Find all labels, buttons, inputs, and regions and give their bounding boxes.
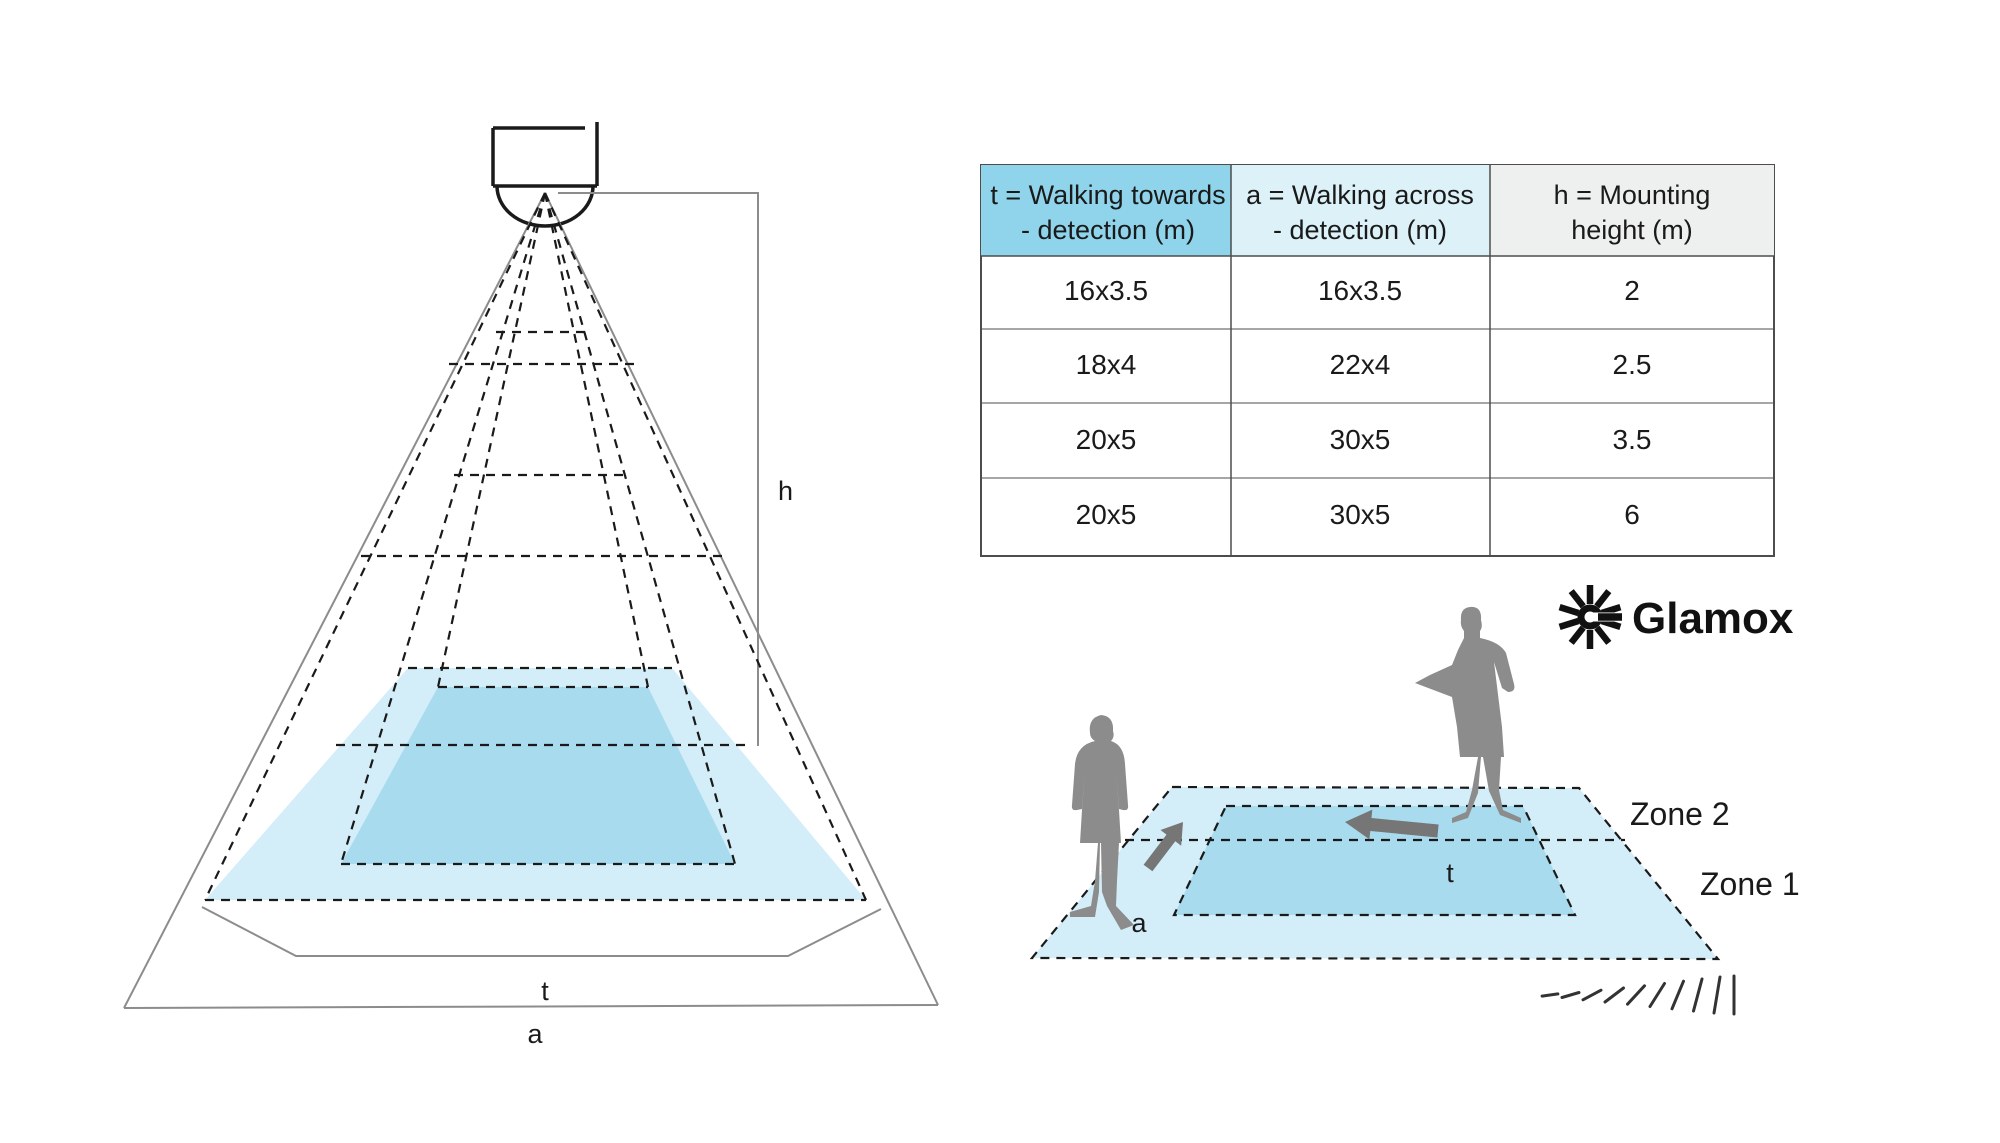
- svg-text:6: 6: [1624, 499, 1640, 530]
- svg-text:2.5: 2.5: [1613, 349, 1652, 380]
- svg-text:height (m): height (m): [1571, 215, 1693, 245]
- svg-text:18x4: 18x4: [1076, 349, 1137, 380]
- svg-text:22x4: 22x4: [1330, 349, 1391, 380]
- svg-text:30x5: 30x5: [1330, 499, 1391, 530]
- svg-text:- detection (m): - detection (m): [1273, 215, 1447, 245]
- svg-text:a: a: [1131, 908, 1147, 938]
- svg-text:a: a: [527, 1019, 543, 1049]
- svg-text:t: t: [541, 976, 549, 1006]
- svg-text:- detection (m): - detection (m): [1021, 215, 1195, 245]
- svg-text:3.5: 3.5: [1613, 424, 1652, 455]
- svg-text:Glamox: Glamox: [1632, 594, 1794, 643]
- svg-text:20x5: 20x5: [1076, 424, 1137, 455]
- svg-text:t: t: [1446, 858, 1454, 888]
- svg-text:h: h: [778, 476, 793, 506]
- svg-text:20x5: 20x5: [1076, 499, 1137, 530]
- svg-text:a = Walking across: a = Walking across: [1246, 180, 1474, 210]
- svg-text:Zone 1: Zone 1: [1700, 866, 1800, 902]
- svg-text:2: 2: [1624, 275, 1640, 306]
- svg-text:t = Walking towards: t = Walking towards: [990, 180, 1225, 210]
- svg-text:16x3.5: 16x3.5: [1064, 275, 1148, 306]
- svg-text:h = Mounting: h = Mounting: [1554, 180, 1711, 210]
- svg-text:Zone 2: Zone 2: [1630, 796, 1730, 832]
- svg-text:30x5: 30x5: [1330, 424, 1391, 455]
- svg-text:16x3.5: 16x3.5: [1318, 275, 1402, 306]
